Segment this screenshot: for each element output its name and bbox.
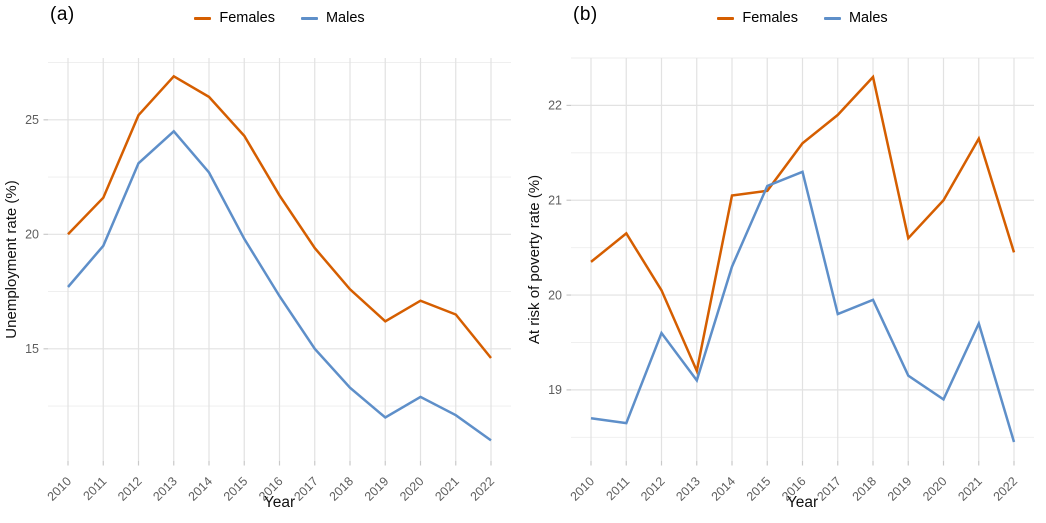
panel-b-tag: (b) (573, 4, 598, 25)
series-line-females (67, 74, 492, 359)
x-tick-label: 2022 (991, 474, 1021, 504)
y-axis-title: Unemployment rate (%) (3, 180, 20, 338)
x-tick-label: 2010 (45, 474, 75, 504)
x-tick-label: 2017 (291, 474, 321, 504)
x-tick-label: 2010 (568, 474, 598, 504)
y-tick-label: 25 (25, 113, 39, 127)
x-tick-label: 2021 (432, 474, 462, 504)
x-axis-title: Year (264, 494, 295, 511)
series-line-males (590, 170, 1016, 443)
legend-item-females: Females (194, 10, 275, 26)
females-line-swatch (194, 16, 212, 20)
legend-item-females: Females (717, 10, 798, 26)
x-tick-label: 2022 (468, 474, 498, 504)
x-tick-label: 2019 (885, 474, 915, 504)
legend-a: Females Males (48, 10, 511, 26)
males-line-swatch (300, 16, 318, 20)
panel-a: (a) Females Males 15 20 25 2010 2011 2012 2013… (3, 4, 511, 511)
x-tick-label: 2020 (397, 474, 427, 504)
x-tick-label: 2018 (327, 474, 357, 504)
x-tick-label: 2014 (709, 474, 739, 504)
x-tick-label: 2013 (673, 474, 703, 504)
x-tick-label: 2012 (115, 474, 145, 504)
x-tick-label: 2014 (186, 474, 216, 504)
x-axis-title: Year (787, 494, 818, 511)
females-line-swatch (717, 16, 735, 20)
legend-item-males: Males (300, 10, 365, 26)
y-tick-label: 20 (548, 288, 562, 302)
y-tick-label: 22 (548, 99, 562, 113)
legend-label-males: Males (325, 10, 365, 26)
legend-b: Females Males (571, 10, 1034, 26)
y-tick-label: 15 (25, 342, 39, 356)
legend-label-females: Females (219, 10, 275, 26)
x-tick-label: 2011 (80, 474, 109, 503)
panel-b: (b) Females Males 19 20 21 22 2010 2011 2012 20… (523, 0, 1046, 523)
x-tick-label: 2020 (920, 474, 950, 504)
y-axis-title: At risk of poverty rate (%) (526, 175, 543, 344)
x-tick-label: 2012 (638, 474, 668, 504)
x-tick-label: 2017 (814, 474, 844, 504)
legend-item-males: Males (823, 10, 888, 26)
x-tick-label: 2011 (603, 474, 632, 503)
y-tick-label: 21 (548, 193, 562, 207)
x-tick-label: 2013 (150, 474, 180, 504)
x-tick-label: 2021 (955, 474, 985, 504)
x-tick-label: 2015 (221, 474, 251, 504)
legend-label-males: Males (848, 10, 888, 26)
males-line-swatch (823, 16, 841, 20)
x-tick-label: 2019 (362, 474, 392, 504)
series-line-females (590, 74, 1016, 376)
series-line-males (67, 129, 492, 442)
panel-a-tag: (a) (50, 4, 75, 25)
x-tick-label: 2015 (744, 474, 774, 504)
y-tick-label: 19 (548, 383, 562, 397)
legend-label-females: Females (742, 10, 798, 26)
x-tick-label: 2018 (850, 474, 880, 504)
y-tick-label: 20 (25, 228, 39, 242)
